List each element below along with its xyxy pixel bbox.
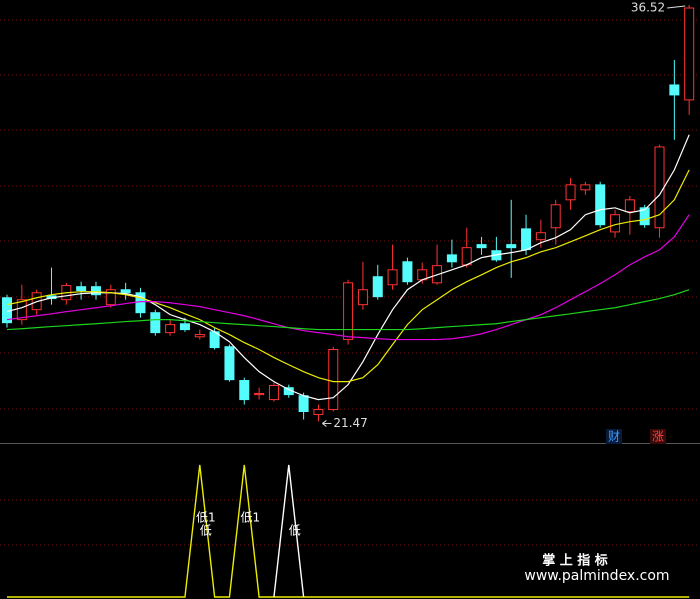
candle-body <box>298 395 309 412</box>
candle-body <box>105 289 116 306</box>
candle-body <box>624 199 635 213</box>
candle-body <box>343 282 354 341</box>
candle-body <box>610 214 621 233</box>
candle-body <box>446 254 457 263</box>
candle-body <box>313 409 324 416</box>
candle-body <box>328 349 339 411</box>
line-series <box>273 464 305 598</box>
grid <box>0 19 700 546</box>
watermark-url: www.palmindex.com <box>524 568 669 584</box>
candle-body <box>521 228 532 251</box>
candle-body <box>639 207 650 226</box>
annotation: 低 <box>289 524 301 538</box>
candle-body <box>580 184 591 191</box>
max-arrow <box>667 5 686 9</box>
candle-body <box>595 184 606 226</box>
watermark-title: 掌 上 指 标 <box>542 553 608 569</box>
annotation: 低1 <box>196 511 216 525</box>
line-series <box>6 214 690 341</box>
candle-body <box>387 269 398 286</box>
candle-body <box>565 184 576 201</box>
min-label: 21.47 <box>333 416 367 430</box>
min-arrow-head <box>322 420 327 427</box>
candle-body <box>194 334 205 338</box>
badge-box <box>650 429 666 444</box>
candle-body <box>150 312 161 334</box>
badge: 涨 <box>652 429 664 444</box>
candle-body <box>239 380 250 401</box>
candle-body <box>506 244 517 249</box>
candle-body <box>179 323 190 331</box>
candle-body <box>476 244 487 249</box>
candle-body <box>90 286 101 296</box>
max-label: 36.52 <box>631 0 665 14</box>
candle-body <box>402 261 413 283</box>
line-series <box>7 464 690 598</box>
line-series <box>6 289 690 331</box>
candle-body <box>461 247 472 266</box>
line-series <box>6 169 690 383</box>
candle-body <box>224 346 235 381</box>
candle-body <box>268 384 279 401</box>
candle-body <box>372 276 383 298</box>
badge-box <box>606 429 622 444</box>
line-series <box>6 134 690 401</box>
candle-body <box>684 7 695 101</box>
candle-body <box>16 299 27 321</box>
annotation: 低1 <box>240 511 260 525</box>
candle-body <box>550 204 561 229</box>
candle-body <box>254 393 265 396</box>
candle-body <box>120 289 131 294</box>
candle-body <box>76 286 87 292</box>
candle-body <box>357 289 368 306</box>
annotation: 低 <box>200 524 212 538</box>
candle-body <box>165 324 176 334</box>
candle-body <box>535 232 546 241</box>
candle-body <box>669 84 680 96</box>
badge: 财 <box>608 430 620 444</box>
